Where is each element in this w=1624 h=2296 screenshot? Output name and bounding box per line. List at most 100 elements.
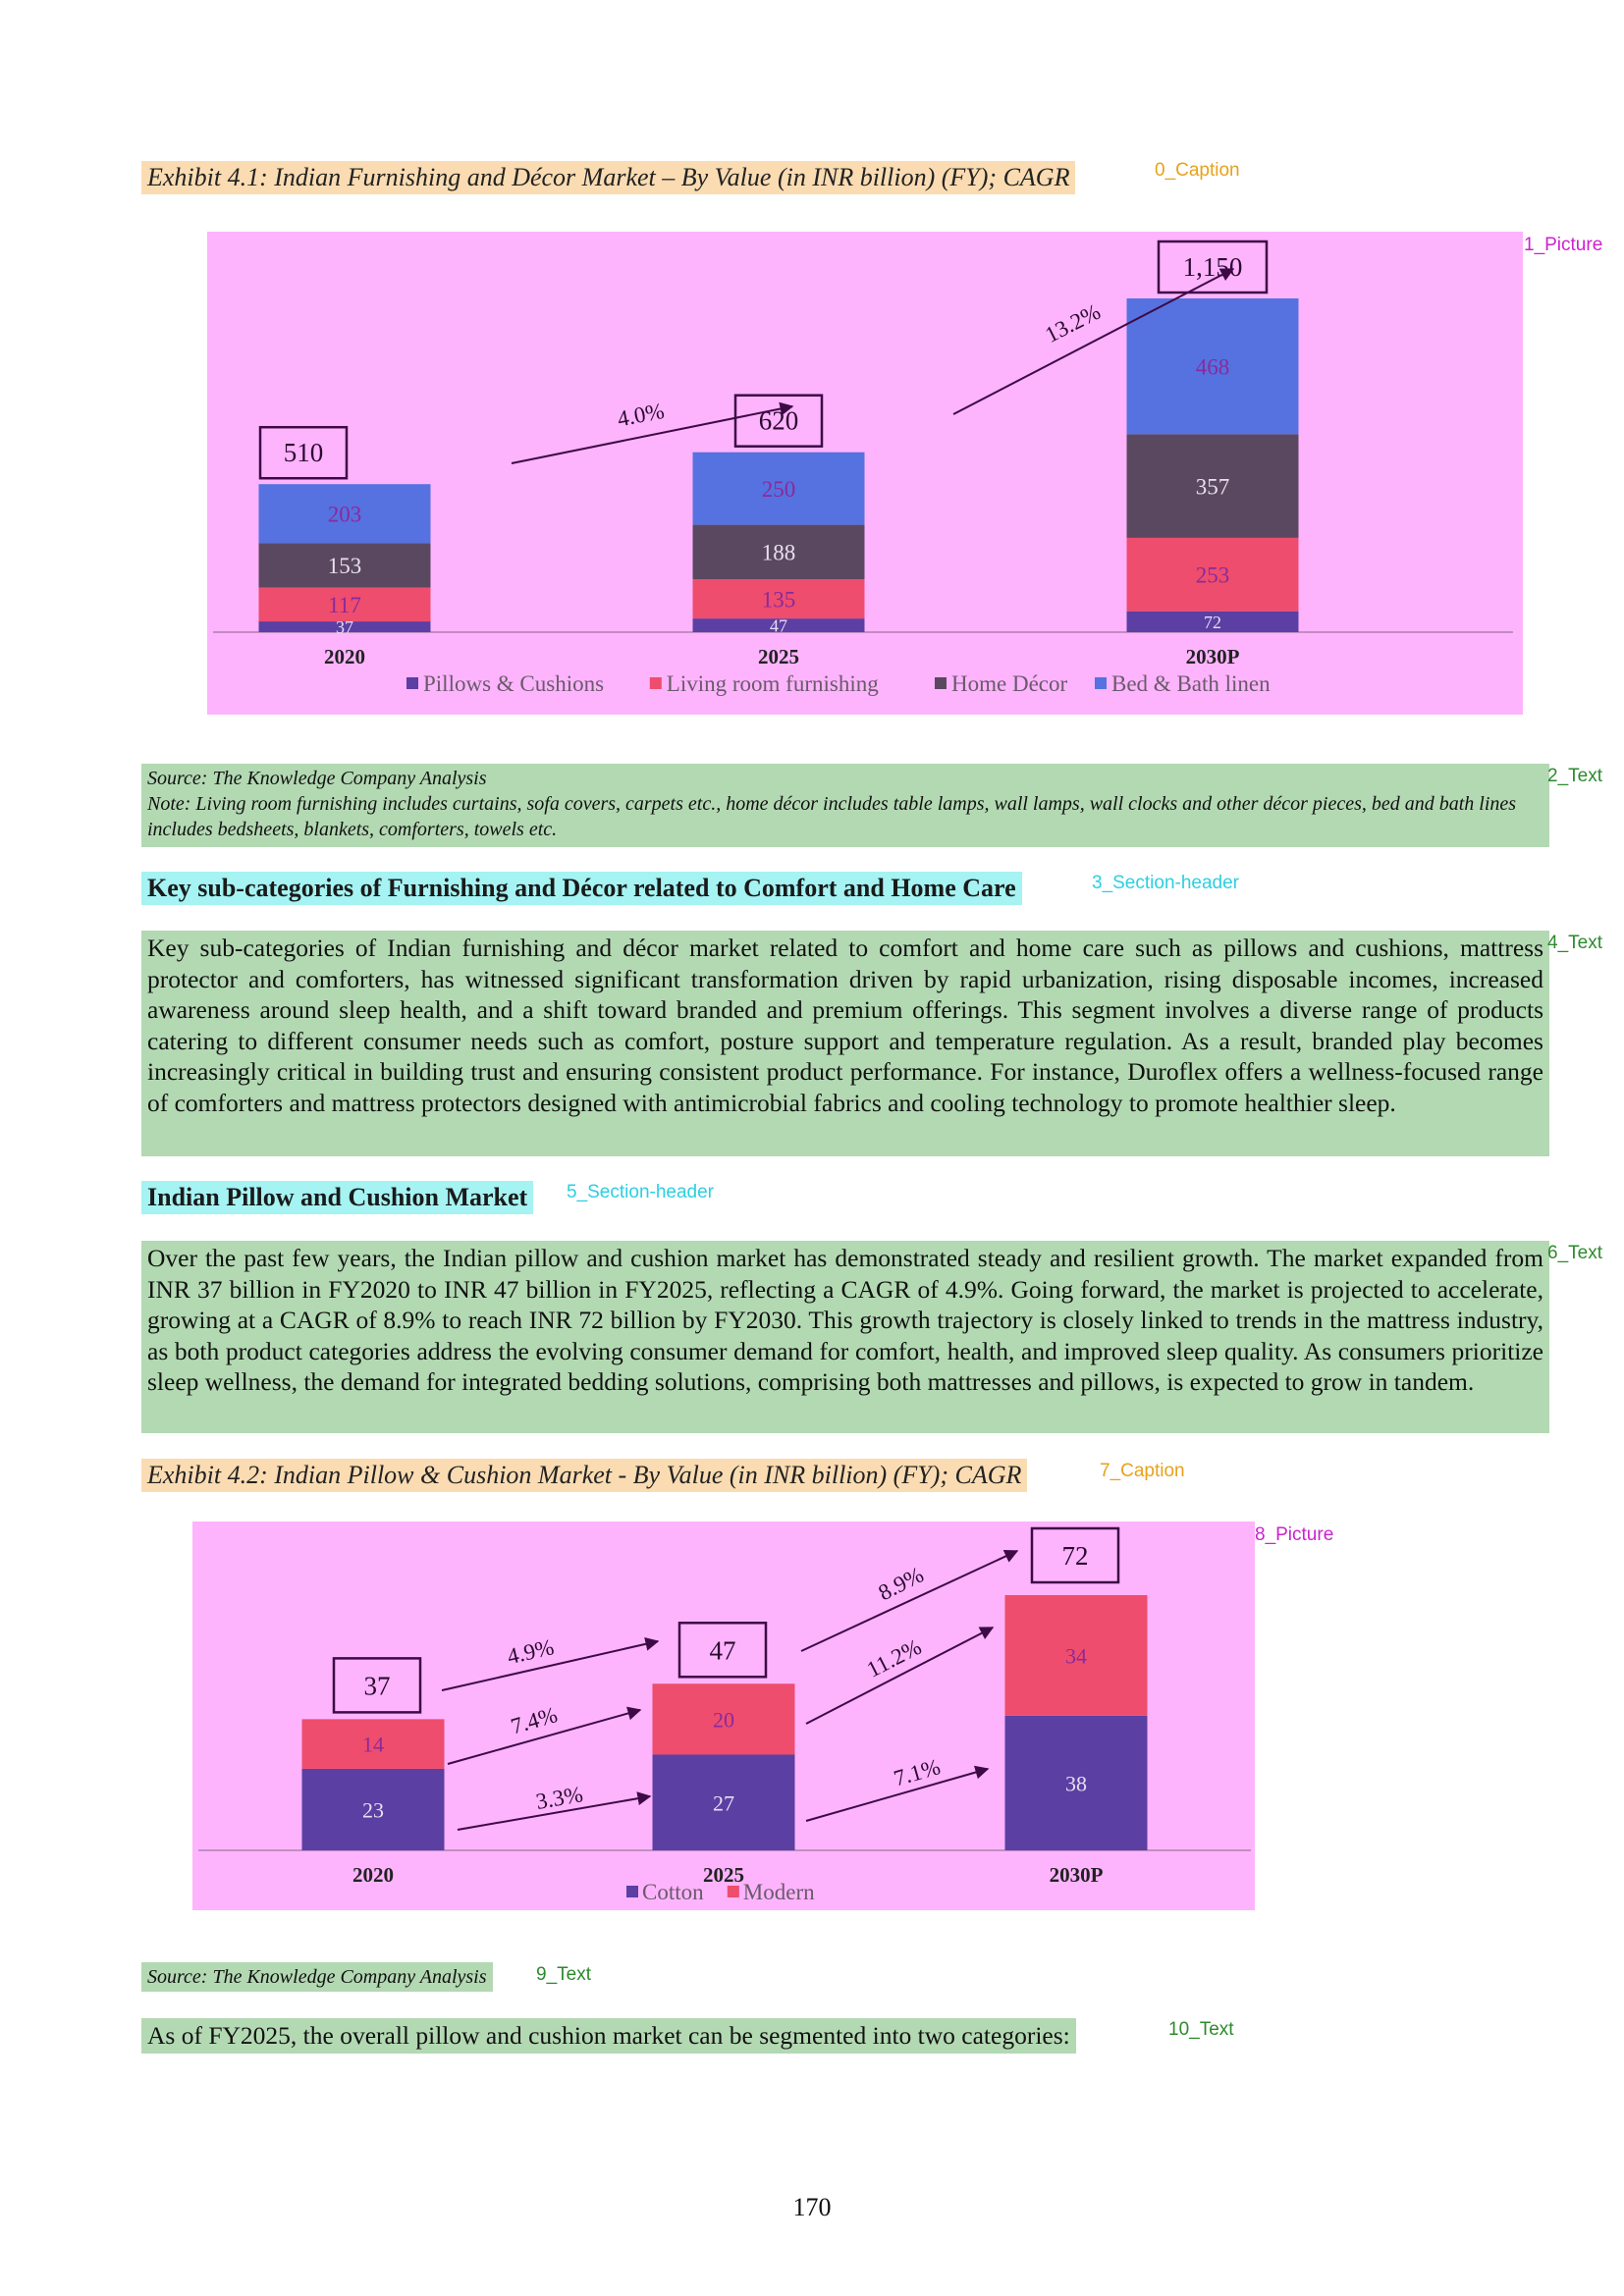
bar-segment bbox=[692, 579, 865, 619]
layout-label: 1_Picture bbox=[1524, 235, 1603, 255]
source-text: Source: The Knowledge Company Analysis bbox=[147, 768, 487, 789]
source-2: Source: The Knowledge Company Analysis bbox=[141, 1962, 493, 1992]
total-box bbox=[1030, 1526, 1120, 1584]
section-header-pillow: Indian Pillow and Cushion Market bbox=[141, 1181, 534, 1214]
bar-segment bbox=[258, 484, 431, 544]
x-tick-label: 2030P bbox=[1186, 645, 1240, 668]
total-box bbox=[332, 1657, 422, 1714]
exhibit-2-caption: Exhibit 4.2: Indian Pillow & Cushion Mar… bbox=[141, 1459, 1028, 1492]
total-box bbox=[258, 425, 349, 480]
bar-segment bbox=[258, 621, 431, 632]
cagr-label: 7.1% bbox=[891, 1754, 943, 1790]
paragraph-text: Key sub-categories of Indian furnishing … bbox=[147, 934, 1543, 1117]
data-label: 188 bbox=[762, 541, 796, 565]
legend-label: Cotton bbox=[642, 1880, 704, 1904]
bar-segment bbox=[692, 524, 865, 580]
data-label: 23 bbox=[362, 1797, 384, 1822]
data-label: 203 bbox=[328, 503, 362, 527]
legend-label: Bed & Bath linen bbox=[1111, 671, 1271, 696]
paragraph-segments: As of FY2025, the overall pillow and cus… bbox=[141, 2018, 1076, 2054]
cagr-label: 8.9% bbox=[875, 1562, 928, 1605]
paragraph-comfort: Key sub-categories of Indian furnishing … bbox=[141, 931, 1549, 1156]
bar-segment bbox=[652, 1754, 795, 1850]
x-tick-label: 2025 bbox=[703, 1863, 744, 1887]
total-label: 37 bbox=[364, 1671, 391, 1700]
layout-label: 4_Text bbox=[1547, 933, 1602, 953]
data-label: 72 bbox=[1204, 613, 1221, 632]
data-label: 38 bbox=[1065, 1771, 1087, 1795]
bar-segment bbox=[301, 1719, 445, 1769]
legend-swatch bbox=[406, 677, 418, 689]
source-note-1: Source: The Knowledge Company Analysis N… bbox=[141, 764, 1549, 847]
layout-label: 10_Text bbox=[1168, 2019, 1234, 2040]
x-tick-label: 2030P bbox=[1050, 1863, 1104, 1887]
bar-segment bbox=[692, 452, 865, 525]
layout-label: 0_Caption bbox=[1155, 160, 1240, 181]
total-label: 72 bbox=[1062, 1541, 1089, 1571]
layout-label: 8_Picture bbox=[1255, 1524, 1334, 1545]
cagr-label: 4.9% bbox=[505, 1634, 556, 1669]
bar-segment bbox=[1126, 298, 1299, 435]
cagr-label: 11.2% bbox=[863, 1634, 926, 1682]
cagr-arrow bbox=[457, 1791, 652, 1831]
data-label: 153 bbox=[328, 554, 362, 578]
x-tick-label: 2020 bbox=[352, 1863, 394, 1887]
total-label: 47 bbox=[710, 1635, 736, 1665]
legend-label: Modern bbox=[743, 1880, 815, 1904]
chart-1-area: 37 117 153 203 2020 510 47 135 188 250 2025 620 72 25… bbox=[207, 232, 1523, 715]
cagr-label: 7.4% bbox=[508, 1702, 560, 1738]
total-label: 620 bbox=[759, 406, 799, 436]
cagr-arrow bbox=[441, 1636, 660, 1691]
x-tick-label: 2025 bbox=[758, 645, 799, 668]
exhibit-1-caption: Exhibit 4.1: Indian Furnishing and Décor… bbox=[141, 161, 1076, 194]
data-label: 34 bbox=[1065, 1643, 1087, 1668]
data-label: 47 bbox=[770, 616, 787, 636]
legend-swatch bbox=[626, 1886, 638, 1897]
bar-segment bbox=[652, 1683, 795, 1755]
bar-segment bbox=[1126, 611, 1299, 632]
total-label: 1,150 bbox=[1183, 252, 1243, 282]
bar-segment bbox=[258, 587, 431, 622]
section-header-comfort: Key sub-categories of Furnishing and Déc… bbox=[141, 872, 1022, 905]
cagr-arrow bbox=[805, 1765, 990, 1822]
data-label: 37 bbox=[336, 617, 353, 637]
x-tick-label: 2020 bbox=[324, 645, 365, 668]
legend-swatch bbox=[935, 677, 947, 689]
layout-label: 5_Section-header bbox=[567, 1182, 714, 1202]
note-text: Note: Living room furnishing includes cu… bbox=[147, 793, 1517, 840]
data-label: 135 bbox=[762, 587, 796, 612]
paragraph-pillow-market: Over the past few years, the Indian pill… bbox=[141, 1241, 1549, 1433]
layout-label: 7_Caption bbox=[1100, 1461, 1185, 1481]
bar-segment bbox=[692, 618, 865, 632]
exhibit-1-caption-text: Exhibit 4.1: Indian Furnishing and Décor… bbox=[147, 163, 1070, 191]
data-label: 14 bbox=[362, 1733, 384, 1757]
bar-segment bbox=[1126, 434, 1299, 538]
exhibit-2-caption-text: Exhibit 4.2: Indian Pillow & Cushion Mar… bbox=[147, 1461, 1022, 1489]
legend-swatch bbox=[1095, 677, 1107, 689]
cagr-arrow bbox=[511, 401, 794, 464]
data-label: 357 bbox=[1196, 474, 1230, 499]
section-title: Key sub-categories of Furnishing and Déc… bbox=[147, 874, 1016, 902]
chart-2-area: 23 14 2020 37 27 20 2025 47 38 34 2030P 72 4.9% 8.9% 7… bbox=[192, 1522, 1255, 1910]
layout-label: 3_Section-header bbox=[1092, 873, 1239, 893]
layout-label: 9_Text bbox=[536, 1964, 591, 1985]
data-label: 20 bbox=[713, 1707, 734, 1732]
total-box bbox=[733, 394, 824, 448]
bar-segment bbox=[258, 543, 431, 588]
cagr-arrow bbox=[952, 268, 1235, 415]
cagr-arrow bbox=[447, 1706, 642, 1765]
bar-segment bbox=[1004, 1715, 1148, 1850]
data-label: 27 bbox=[713, 1790, 734, 1815]
total-box bbox=[1157, 240, 1269, 294]
paragraph-text: Over the past few years, the Indian pill… bbox=[147, 1244, 1543, 1396]
cagr-arrow bbox=[805, 1627, 995, 1725]
source-text: Source: The Knowledge Company Analysis bbox=[147, 1966, 487, 1988]
legend-swatch bbox=[649, 677, 662, 689]
cagr-label: 4.0% bbox=[616, 399, 667, 432]
layout-label: 6_Text bbox=[1547, 1243, 1602, 1263]
bar-segment bbox=[1004, 1595, 1148, 1716]
paragraph-text: As of FY2025, the overall pillow and cus… bbox=[147, 2021, 1070, 2050]
data-label: 253 bbox=[1196, 563, 1230, 588]
legend-label: Pillows & Cushions bbox=[423, 671, 604, 696]
data-label: 117 bbox=[328, 593, 361, 617]
